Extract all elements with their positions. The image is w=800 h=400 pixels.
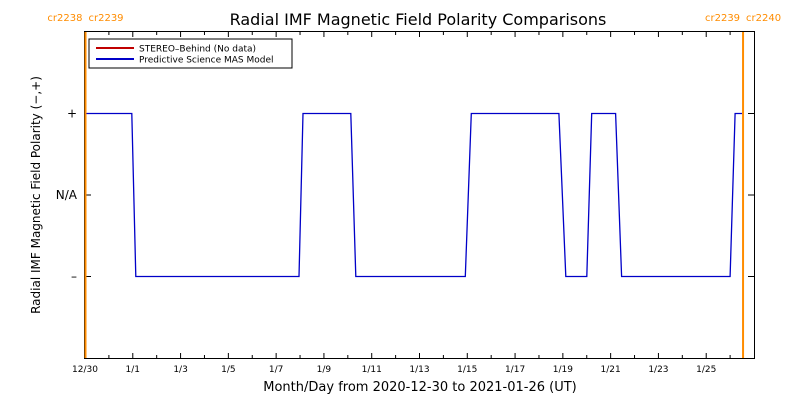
carrington-label-left: cr2239 [705,13,740,24]
series-line-mas-model [85,112,743,278]
x-tick-label: 1/21 [601,365,621,375]
carrington-label-right: cr2240 [746,13,781,24]
y-tick-label: + [67,107,77,121]
x-tick-label: 1/23 [648,365,668,375]
x-tick-label: 1/15 [457,365,477,375]
x-tick-label: 1/9 [317,365,332,375]
y-tick-label: N/A [56,188,78,202]
x-tick-label: 1/13 [409,365,429,375]
x-tick-label: 1/3 [173,365,187,375]
x-tick-label: 1/7 [269,365,283,375]
x-tick-label: 1/1 [126,365,140,375]
legend-box [88,38,293,69]
x-tick-label: 1/5 [221,365,235,375]
legend-label: Predictive Science MAS Model [139,56,274,66]
plot-frame [84,31,755,359]
x-tick-label: 1/25 [696,365,716,375]
legend-label: STEREO–Behind (No data) [139,45,256,55]
x-tick-label: 1/19 [553,365,573,375]
carrington-label-left: cr2238 [47,13,82,24]
x-tick-label: 1/17 [505,365,525,375]
carrington-label-right: cr2239 [88,13,123,24]
x-axis-label: Month/Day from 2020-12-30 to 2021-01-26 … [263,380,576,395]
y-axis-label: Radial IMF Magnetic Field Polarity (−,+) [29,76,43,314]
x-tick-label: 1/11 [362,365,382,375]
x-tick-label: 12/30 [72,365,98,375]
chart-title: Radial IMF Magnetic Field Polarity Compa… [230,10,607,29]
y-tick-label: – [71,270,77,284]
